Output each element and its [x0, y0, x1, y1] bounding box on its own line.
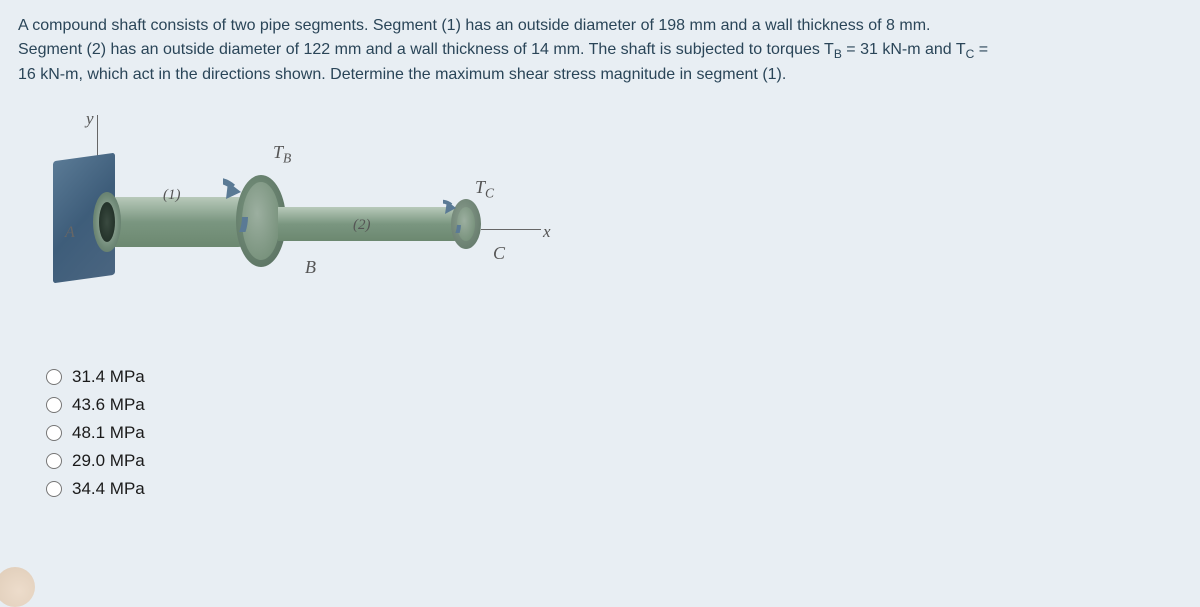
x-axis-line [481, 229, 541, 230]
option-1-label: 31.4 MPa [72, 367, 145, 387]
question-line2-mid: = 31 kN-m and T [842, 41, 966, 58]
option-5-label: 34.4 MPa [72, 479, 145, 499]
pipe-segment-2 [278, 207, 468, 241]
label-A: A [65, 224, 75, 242]
option-2-label: 43.6 MPa [72, 395, 145, 415]
option-3-label: 48.1 MPa [72, 423, 145, 443]
question-line3: 16 kN-m, which act in the directions sho… [18, 66, 786, 83]
option-3-radio[interactable] [46, 425, 62, 441]
label-seg1: (1) [163, 187, 181, 204]
answer-options: 31.4 MPa 43.6 MPa 48.1 MPa 29.0 MPa 34.4… [46, 367, 1182, 499]
x-axis-label: x [543, 222, 551, 242]
label-TC: TC [475, 177, 494, 202]
question-text: A compound shaft consists of two pipe se… [18, 14, 1182, 87]
tb-sub: B [283, 151, 291, 166]
option-2[interactable]: 43.6 MPa [46, 395, 1182, 415]
label-B: B [305, 257, 316, 278]
label-seg2: (2) [353, 217, 371, 234]
option-4-radio[interactable] [46, 453, 62, 469]
shaft-diagram: y x A B C (1) (2) TB TC [23, 107, 583, 327]
option-4[interactable]: 29.0 MPa [46, 451, 1182, 471]
question-line2-post: = [974, 41, 988, 58]
option-5[interactable]: 34.4 MPa [46, 479, 1182, 499]
option-1[interactable]: 31.4 MPa [46, 367, 1182, 387]
question-line2-pre: Segment (2) has an outside diameter of 1… [18, 41, 834, 58]
option-3[interactable]: 48.1 MPa [46, 423, 1182, 443]
question-line1: A compound shaft consists of two pipe se… [18, 17, 930, 34]
label-TB: TB [273, 142, 291, 167]
y-axis-label: y [86, 109, 94, 129]
pipe1-bore [99, 202, 115, 242]
tc-pre: T [475, 177, 485, 197]
tc-sub: C [485, 186, 494, 201]
question-sub-c: C [966, 47, 975, 61]
option-2-radio[interactable] [46, 397, 62, 413]
question-sub-b: B [834, 47, 842, 61]
option-5-radio[interactable] [46, 481, 62, 497]
option-1-radio[interactable] [46, 369, 62, 385]
option-4-label: 29.0 MPa [72, 451, 145, 471]
thumb-artifact [0, 567, 35, 607]
label-C: C [493, 243, 505, 264]
tb-pre: T [273, 142, 283, 162]
